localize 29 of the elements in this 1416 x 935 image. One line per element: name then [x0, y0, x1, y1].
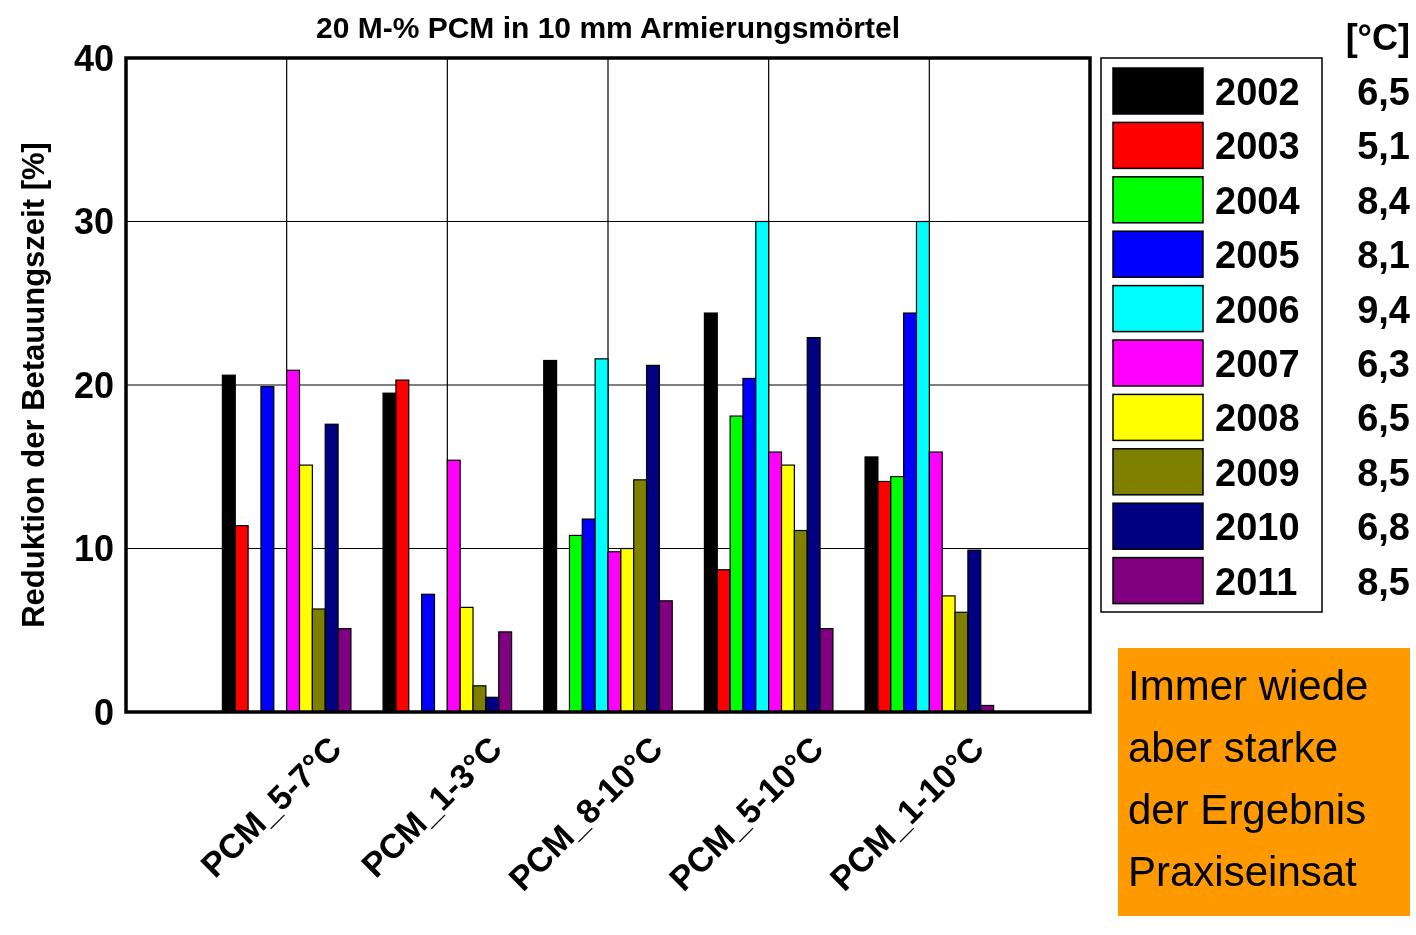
legend-label: 2008	[1215, 397, 1300, 440]
legend-label: 2007	[1215, 343, 1300, 385]
text: 8,4	[1357, 179, 1410, 222]
text: 8,1	[1357, 234, 1410, 277]
text: 6,3	[1357, 343, 1410, 385]
text: 8,5	[1357, 560, 1410, 603]
y-axis-title: Reduktion der Betauungszeit [%]	[16, 142, 51, 628]
legend-label: 2005	[1215, 234, 1300, 277]
chart-title: 20 M-% PCM in 10 mm Armierungsmörtel	[315, 11, 901, 44]
text: [°C]	[1345, 17, 1410, 58]
y-tick-label: 40	[73, 37, 114, 79]
legend-label: 2002	[1215, 71, 1300, 113]
legend-label: 2011	[1215, 560, 1298, 603]
legend-label: 2004	[1215, 179, 1300, 222]
text: 6,8	[1357, 506, 1410, 549]
text: 8,5	[1357, 451, 1410, 494]
y-tick-label: 10	[73, 528, 114, 570]
text: 6,5	[1357, 71, 1410, 113]
legend-label: 2009	[1215, 451, 1300, 494]
text: 5,1	[1357, 125, 1410, 168]
y-tick-label: 30	[73, 201, 114, 243]
legend-label: 2003	[1215, 125, 1300, 168]
y-tick-label: 0	[93, 691, 114, 733]
legend-label: 2006	[1215, 288, 1300, 331]
y-tick-label: 20	[73, 364, 114, 406]
text: 6,5	[1357, 397, 1410, 440]
legend-label: 2010	[1215, 506, 1300, 549]
text: Immer wiede aber starke der Ergebnis Praxiseinsat	[1128, 662, 1369, 895]
text: 9,4	[1357, 288, 1410, 331]
